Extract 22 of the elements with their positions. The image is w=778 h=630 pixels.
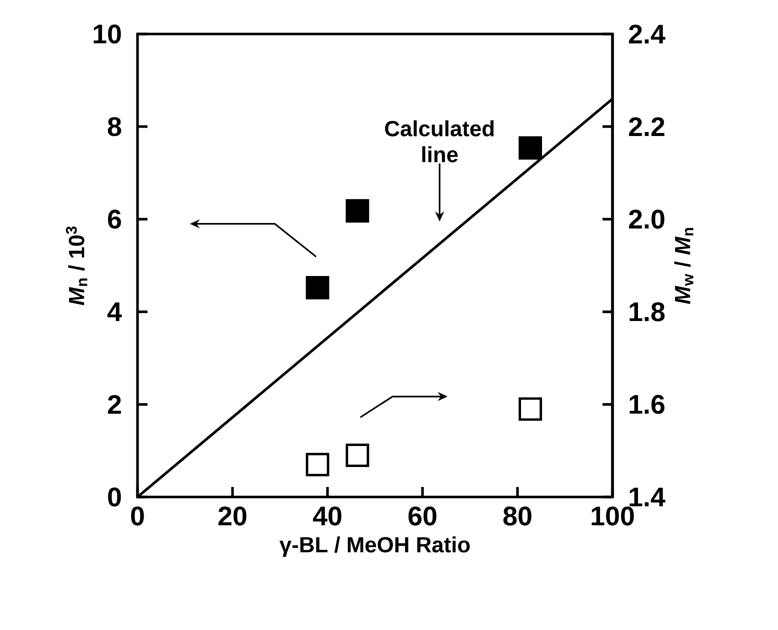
- y-tick-label: 10: [94, 24, 121, 44]
- y-axis-title: M$_{n}$ / 10$^{3}$: [66, 226, 88, 306]
- y-tick-label: 6: [108, 210, 122, 229]
- y2-tick-label: 2.4: [628, 24, 666, 44]
- y-tick-label: 4: [107, 302, 122, 322]
- y2-tick-label: 2.0: [628, 210, 664, 229]
- x-tick-label: 100: [592, 506, 634, 526]
- x-axis-title: γ-BL / MeOH Ratio: [279, 536, 470, 557]
- x-tick-label: 0: [131, 506, 144, 526]
- y-tick-label: 2: [108, 395, 121, 414]
- y2-tick-label: 1.4: [630, 488, 666, 506]
- y2-axis-title: M$_{w}$ / M$_{n}$: [674, 228, 694, 304]
- x-tick-label: 80: [503, 506, 532, 526]
- y2-tick-label: 2.2: [628, 117, 664, 136]
- x-tick-label: 20: [218, 506, 246, 526]
- x-tick-label: 60: [408, 506, 436, 526]
- y2-tick-label: 1.6: [630, 394, 664, 414]
- x-tick-label: 40: [312, 506, 342, 526]
- y-tick-label: 8: [108, 117, 122, 136]
- y-tick-label: 0: [108, 487, 121, 507]
- y2-tick-label: 1.8: [630, 302, 665, 322]
- annotation: Calculated line: [385, 120, 494, 162]
